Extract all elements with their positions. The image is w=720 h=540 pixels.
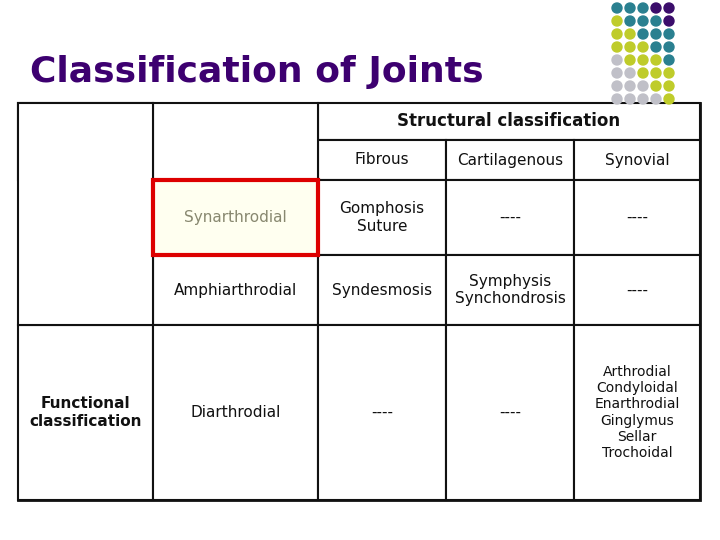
Circle shape — [612, 16, 622, 26]
Text: Cartilagenous: Cartilagenous — [457, 152, 563, 167]
Bar — [446, 180, 574, 255]
Bar — [318, 180, 446, 255]
Text: ----: ---- — [626, 210, 648, 225]
Bar — [18, 103, 700, 500]
Text: Classification of Joints: Classification of Joints — [30, 55, 484, 89]
Bar — [153, 255, 318, 325]
Circle shape — [612, 81, 622, 91]
Text: ----: ---- — [499, 405, 521, 420]
Circle shape — [625, 3, 635, 13]
Bar — [318, 255, 446, 325]
Bar — [153, 103, 318, 180]
Text: Symphysis
Synchondrosis: Symphysis Synchondrosis — [454, 274, 565, 306]
Circle shape — [651, 16, 661, 26]
Circle shape — [625, 81, 635, 91]
Circle shape — [638, 16, 648, 26]
Circle shape — [612, 68, 622, 78]
Circle shape — [638, 68, 648, 78]
Circle shape — [651, 81, 661, 91]
Text: Diarthrodial: Diarthrodial — [190, 405, 281, 420]
Bar — [446, 255, 574, 325]
Text: Functional
classification: Functional classification — [30, 396, 142, 429]
Bar — [18, 103, 153, 325]
Bar — [18, 103, 153, 180]
Circle shape — [651, 68, 661, 78]
Circle shape — [612, 42, 622, 52]
Bar — [318, 140, 446, 180]
Circle shape — [651, 29, 661, 39]
Text: Structural classification: Structural classification — [397, 112, 621, 131]
Text: ----: ---- — [626, 282, 648, 298]
Bar — [574, 255, 700, 325]
Circle shape — [664, 3, 674, 13]
Circle shape — [651, 55, 661, 65]
Circle shape — [638, 42, 648, 52]
Circle shape — [625, 55, 635, 65]
Text: ----: ---- — [499, 210, 521, 225]
Bar — [446, 140, 574, 180]
Circle shape — [664, 55, 674, 65]
Text: Syndesmosis: Syndesmosis — [332, 282, 432, 298]
Text: Arthrodial
Condyloidal
Enarthrodial
Ginglymus
Sellar
Trochoidal: Arthrodial Condyloidal Enarthrodial Ging… — [594, 365, 680, 460]
Circle shape — [651, 42, 661, 52]
Circle shape — [612, 29, 622, 39]
Bar — [18, 325, 153, 500]
Text: Synovial: Synovial — [605, 152, 670, 167]
Circle shape — [625, 42, 635, 52]
Bar — [574, 325, 700, 500]
Circle shape — [638, 29, 648, 39]
Circle shape — [664, 42, 674, 52]
Circle shape — [625, 16, 635, 26]
Circle shape — [638, 94, 648, 104]
Bar — [153, 180, 318, 255]
Circle shape — [664, 16, 674, 26]
Circle shape — [664, 68, 674, 78]
Circle shape — [625, 94, 635, 104]
Text: Fibrous: Fibrous — [355, 152, 409, 167]
Text: Gomphosis
Suture: Gomphosis Suture — [339, 201, 425, 234]
Circle shape — [664, 29, 674, 39]
Bar — [574, 140, 700, 180]
Circle shape — [625, 68, 635, 78]
Bar — [153, 325, 318, 500]
Circle shape — [612, 3, 622, 13]
Circle shape — [612, 55, 622, 65]
Circle shape — [664, 81, 674, 91]
Text: ----: ---- — [371, 405, 393, 420]
Circle shape — [651, 94, 661, 104]
Text: Amphiarthrodial: Amphiarthrodial — [174, 282, 297, 298]
Text: Synarthrodial: Synarthrodial — [184, 210, 287, 225]
Bar — [318, 103, 700, 140]
Circle shape — [625, 29, 635, 39]
Circle shape — [612, 94, 622, 104]
Circle shape — [638, 3, 648, 13]
Bar — [574, 180, 700, 255]
Circle shape — [638, 81, 648, 91]
Circle shape — [638, 55, 648, 65]
Bar — [446, 325, 574, 500]
Circle shape — [664, 94, 674, 104]
Circle shape — [651, 3, 661, 13]
Bar — [318, 325, 446, 500]
